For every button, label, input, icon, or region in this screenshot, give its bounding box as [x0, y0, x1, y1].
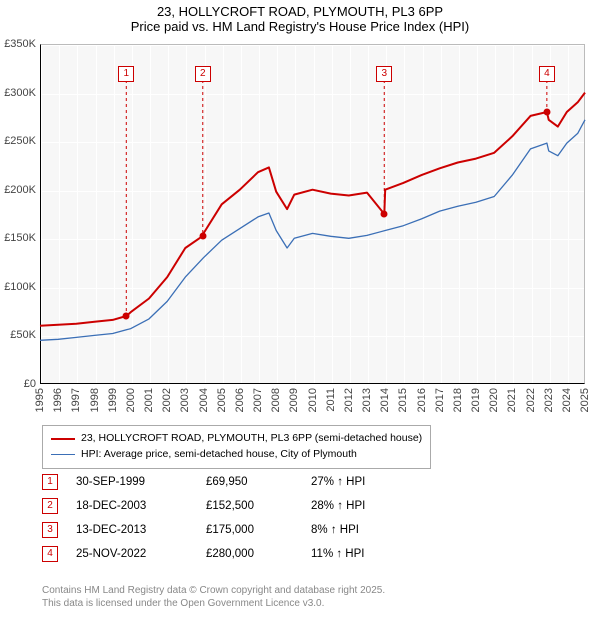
x-tick-label: 2003: [179, 388, 191, 412]
sale-hpi-delta: 11% ↑ HPI: [311, 542, 365, 566]
x-tick-label: 2023: [543, 388, 555, 412]
sale-hpi-delta: 27% ↑ HPI: [311, 470, 365, 494]
x-tick-label: 2002: [161, 388, 173, 412]
line-hpi: [40, 120, 585, 340]
x-tick-label: 2015: [397, 388, 409, 412]
sale-price: £152,500: [206, 494, 311, 518]
title-main: 23, HOLLYCROFT ROAD, PLYMOUTH, PL3 6PP: [0, 4, 600, 19]
x-tick-label: 1997: [70, 388, 82, 412]
y-tick-label: £250K: [4, 135, 36, 147]
sale-date: 18-DEC-2003: [76, 494, 206, 518]
y-tick-label: £300K: [4, 87, 36, 99]
y-tick-label: £100K: [4, 281, 36, 293]
y-axis: £0£50K£100K£150K£200K£250K£300K£350K: [0, 44, 40, 384]
x-tick-label: 2020: [488, 388, 500, 412]
legend-row: HPI: Average price, semi-detached house,…: [51, 447, 422, 463]
sales-table: 1 30-SEP-1999£69,95027% ↑ HPI 2 18-DEC-2003…: [42, 470, 365, 566]
x-tick-label: 2007: [252, 388, 264, 412]
x-tick-label: 1999: [107, 388, 119, 412]
chart-titles: 23, HOLLYCROFT ROAD, PLYMOUTH, PL3 6PP P…: [0, 0, 600, 34]
sale-marker-cell: 4: [42, 542, 76, 566]
footer-line2: This data is licensed under the Open Gov…: [42, 597, 385, 610]
y-tick-label: £50K: [10, 329, 36, 341]
sale-marker-dot: [123, 313, 130, 320]
sale-price: £280,000: [206, 542, 311, 566]
footer-line1: Contains HM Land Registry data © Crown c…: [42, 584, 385, 597]
y-tick-label: £350K: [4, 38, 36, 50]
sale-marker-dot: [199, 232, 206, 239]
sale-date: 13-DEC-2013: [76, 518, 206, 542]
sale-hpi-delta: 28% ↑ HPI: [311, 494, 365, 518]
x-tick-label: 2010: [307, 388, 319, 412]
legend-swatch: [51, 454, 75, 455]
gridline-vertical: [586, 45, 587, 383]
x-tick-label: 2025: [579, 388, 591, 412]
sale-marker-cell: 3: [42, 518, 76, 542]
y-tick-label: £200K: [4, 184, 36, 196]
x-tick-label: 2022: [525, 388, 537, 412]
sale-hpi-delta: 8% ↑ HPI: [311, 518, 365, 542]
x-tick-label: 2021: [506, 388, 518, 412]
chart-plot-area: 1 2 3 4: [40, 44, 585, 384]
x-tick-label: 2017: [434, 388, 446, 412]
x-tick-label: 1996: [52, 388, 64, 412]
x-tick-label: 2005: [216, 388, 228, 412]
sale-marker-box: 4: [539, 66, 555, 82]
sale-marker-cell: 2: [42, 494, 76, 518]
sale-marker-dot: [381, 211, 388, 218]
x-tick-label: 2000: [125, 388, 137, 412]
x-tick-label: 2012: [343, 388, 355, 412]
sale-marker-icon: 4: [42, 546, 58, 562]
sale-marker-cell: 1: [42, 470, 76, 494]
sale-marker-dot: [543, 109, 550, 116]
line-price: [40, 93, 585, 326]
x-tick-label: 2024: [561, 388, 573, 412]
x-tick-label: 1998: [89, 388, 101, 412]
x-tick-label: 2011: [325, 388, 337, 412]
x-tick-label: 2016: [416, 388, 428, 412]
x-tick-label: 2001: [143, 388, 155, 412]
chart-lines: [40, 44, 585, 384]
table-row: 4 25-NOV-2022£280,00011% ↑ HPI: [42, 542, 365, 566]
x-tick-label: 2004: [198, 388, 210, 412]
x-tick-label: 1995: [34, 388, 46, 412]
legend-swatch: [51, 438, 75, 440]
x-tick-label: 2009: [288, 388, 300, 412]
sale-date: 30-SEP-1999: [76, 470, 206, 494]
sale-marker-icon: 3: [42, 522, 58, 538]
x-tick-label: 2008: [270, 388, 282, 412]
table-row: 1 30-SEP-1999£69,95027% ↑ HPI: [42, 470, 365, 494]
legend: 23, HOLLYCROFT ROAD, PLYMOUTH, PL3 6PP (…: [42, 425, 431, 469]
x-tick-label: 2006: [234, 388, 246, 412]
sale-price: £175,000: [206, 518, 311, 542]
sale-marker-icon: 2: [42, 498, 58, 514]
x-tick-label: 2013: [361, 388, 373, 412]
sale-marker-box: 1: [118, 66, 134, 82]
sale-marker-icon: 1: [42, 474, 58, 490]
legend-label: 23, HOLLYCROFT ROAD, PLYMOUTH, PL3 6PP (…: [81, 431, 422, 447]
sale-marker-box: 3: [376, 66, 392, 82]
table-row: 2 18-DEC-2003£152,50028% ↑ HPI: [42, 494, 365, 518]
x-tick-label: 2018: [452, 388, 464, 412]
x-axis: 1995199619971998199920002001200220032004…: [40, 384, 585, 424]
sale-marker-box: 2: [195, 66, 211, 82]
legend-row: 23, HOLLYCROFT ROAD, PLYMOUTH, PL3 6PP (…: [51, 431, 422, 447]
table-row: 3 13-DEC-2013£175,0008% ↑ HPI: [42, 518, 365, 542]
x-tick-label: 2019: [470, 388, 482, 412]
x-tick-label: 2014: [379, 388, 391, 412]
title-sub: Price paid vs. HM Land Registry's House …: [0, 19, 600, 34]
footer-attribution: Contains HM Land Registry data © Crown c…: [42, 584, 385, 610]
sale-price: £69,950: [206, 470, 311, 494]
legend-label: HPI: Average price, semi-detached house,…: [81, 447, 357, 463]
sale-date: 25-NOV-2022: [76, 542, 206, 566]
y-tick-label: £150K: [4, 232, 36, 244]
